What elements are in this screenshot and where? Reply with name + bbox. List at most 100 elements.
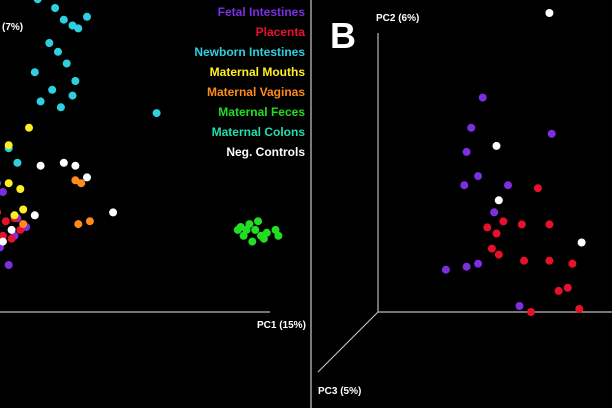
point-placenta (545, 220, 554, 229)
point-fetal-intestines (490, 208, 499, 217)
point-neg-controls (545, 9, 554, 17)
point-newborn-intestines (48, 85, 57, 94)
point-fetal-intestines (460, 181, 469, 190)
point-newborn-intestines (36, 97, 45, 106)
point-fetal-intestines (0, 180, 2, 186)
legend-item-fetal-intestines: Fetal Intestines (218, 5, 306, 19)
point-placenta (492, 229, 501, 238)
point-neg-controls (83, 173, 91, 182)
panel-b: B PC2 (6%) PC3 (5%) (317, 9, 612, 397)
panel-b-pc3-axis (317, 311, 379, 373)
point-newborn-intestines (45, 39, 54, 47)
point-fetal-intestines (441, 265, 450, 274)
point-placenta (517, 220, 526, 229)
panel-a: PC1 (15%) (7%) (0, 0, 306, 331)
legend-item-newborn-intestines: Newborn Intestines (194, 45, 305, 59)
point-fetal-intestines (467, 123, 476, 132)
legend-item-maternal-mouths: Maternal Mouths (210, 65, 306, 79)
legend-item-maternal-feces: Maternal Feces (218, 105, 305, 119)
point-maternal-feces (251, 225, 260, 234)
point-neg-controls (71, 161, 80, 170)
point-neg-controls (0, 237, 7, 246)
point-fetal-intestines (0, 188, 7, 196)
point-placenta (533, 184, 542, 193)
point-fetal-intestines (474, 259, 483, 268)
point-maternal-feces (233, 225, 242, 234)
point-placenta (554, 286, 563, 295)
point-fetal-intestines (474, 172, 483, 181)
legend-item-neg-controls: Neg. Controls (226, 145, 305, 159)
point-newborn-intestines (51, 4, 60, 12)
point-maternal-mouths (19, 205, 28, 214)
point-newborn-intestines (13, 158, 22, 167)
point-newborn-intestines (54, 47, 62, 56)
point-placenta (563, 283, 572, 292)
point-newborn-intestines (152, 109, 161, 118)
point-placenta (1, 217, 10, 226)
panel-a-points (0, 0, 283, 269)
point-neg-controls (59, 158, 68, 167)
point-newborn-intestines (74, 24, 83, 33)
point-fetal-intestines (504, 181, 512, 190)
point-placenta (499, 217, 508, 226)
point-placenta (568, 259, 577, 268)
point-maternal-feces (262, 228, 271, 237)
point-neg-controls (492, 141, 501, 150)
point-maternal-feces (239, 231, 248, 240)
panel-a-pc1-label: PC1 (15%) (257, 320, 306, 331)
point-maternal-feces (254, 217, 263, 226)
point-maternal-feces (242, 225, 251, 234)
point-fetal-intestines (4, 261, 13, 269)
point-newborn-intestines (62, 59, 71, 68)
point-fetal-intestines (515, 302, 524, 310)
point-placenta (520, 256, 529, 265)
point-placenta (483, 223, 492, 232)
point-neg-controls (7, 225, 16, 234)
point-neg-controls (494, 196, 503, 205)
point-maternal-vaginas (19, 220, 28, 229)
point-maternal-mouths (4, 179, 13, 188)
point-maternal-mouths (16, 185, 25, 193)
point-neg-controls (30, 211, 39, 220)
point-newborn-intestines (56, 103, 65, 112)
point-maternal-mouths (4, 141, 13, 150)
point-placenta (487, 244, 496, 253)
legend: Fetal Intestines Placenta Newborn Intestin… (194, 5, 305, 159)
point-maternal-feces (259, 234, 268, 243)
point-fetal-intestines (478, 93, 487, 102)
point-maternal-mouths (10, 211, 19, 220)
point-placenta (0, 209, 2, 216)
point-neg-controls (577, 238, 586, 247)
point-placenta (7, 234, 16, 243)
point-fetal-intestines (462, 147, 471, 156)
panel-b-letter: B (330, 15, 356, 56)
point-newborn-intestines (33, 0, 42, 4)
legend-item-maternal-colons: Maternal Colons (212, 125, 306, 139)
point-neg-controls (36, 161, 45, 170)
point-placenta (527, 308, 535, 316)
point-maternal-mouths (25, 123, 33, 132)
point-maternal-vaginas (85, 217, 94, 226)
point-newborn-intestines (59, 15, 68, 24)
point-maternal-feces (274, 231, 283, 240)
point-fetal-intestines (462, 262, 471, 271)
point-maternal-feces (271, 225, 280, 234)
panel-b-pc3-label: PC3 (5%) (318, 386, 361, 397)
panel-b-points (441, 9, 586, 316)
point-neg-controls (109, 208, 118, 217)
point-placenta (575, 305, 584, 313)
legend-item-maternal-vaginas: Maternal Vaginas (207, 85, 305, 99)
panel-a-pc2-label: (7%) (2, 22, 23, 33)
point-maternal-vaginas (74, 220, 83, 229)
point-newborn-intestines (71, 77, 80, 85)
point-placenta (545, 256, 554, 265)
panel-b-pc2-label: PC2 (6%) (376, 13, 419, 24)
point-newborn-intestines (30, 68, 39, 77)
point-newborn-intestines (68, 91, 77, 100)
point-maternal-vaginas (77, 179, 86, 188)
point-maternal-feces (248, 237, 257, 246)
legend-item-placenta: Placenta (256, 25, 306, 39)
point-fetal-intestines (547, 129, 556, 138)
